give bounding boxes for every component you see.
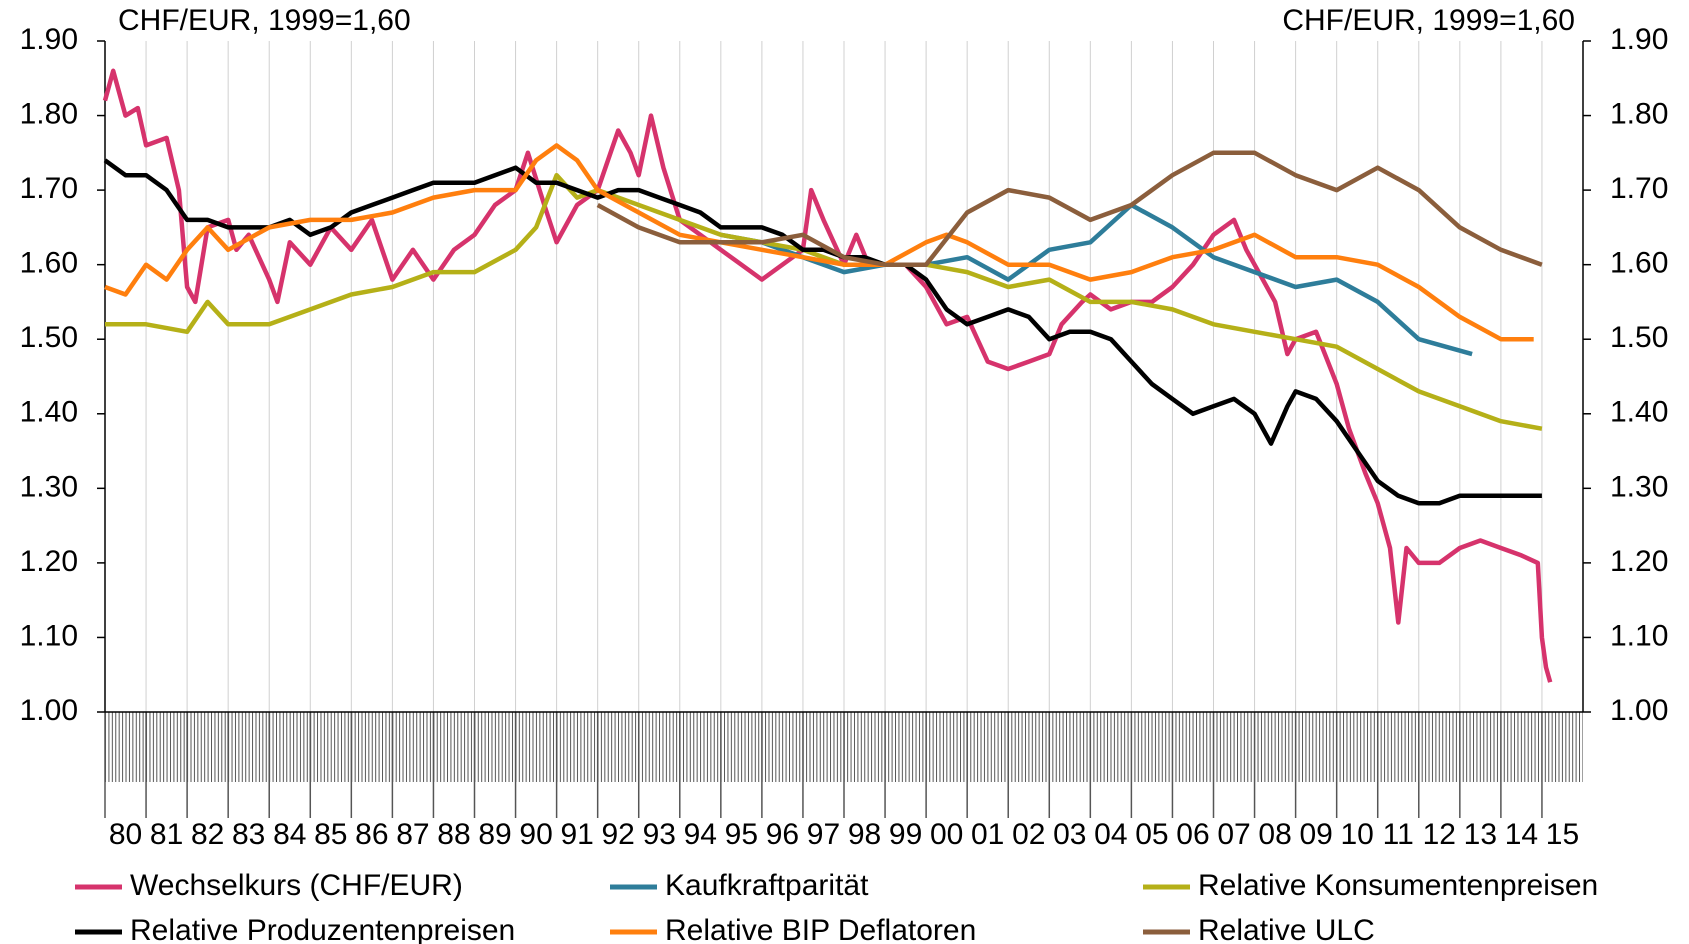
y-tick-label: 1.40 bbox=[20, 396, 78, 429]
y-tick-label: 1.70 bbox=[20, 172, 78, 205]
x-tick-label: 88 bbox=[437, 818, 470, 851]
y2-tick-label: 1.10 bbox=[1610, 619, 1668, 652]
x-tick-label: 13 bbox=[1464, 818, 1497, 851]
y2-tick-label: 1.50 bbox=[1610, 321, 1668, 354]
x-tick-label: 14 bbox=[1505, 818, 1538, 851]
y-tick-label: 1.60 bbox=[20, 247, 78, 280]
y-tick-label: 1.10 bbox=[20, 619, 78, 652]
x-tick-label: 04 bbox=[1094, 818, 1127, 851]
legend-label: Relative BIP Deflatoren bbox=[665, 914, 976, 944]
x-tick-label: 85 bbox=[314, 818, 347, 851]
y2-tick-label: 1.80 bbox=[1610, 97, 1668, 130]
x-tick-label: 91 bbox=[560, 818, 593, 851]
legend-label: Relative Produzentenpreisen bbox=[130, 914, 515, 944]
y-tick-label: 1.90 bbox=[20, 23, 78, 56]
y2-tick-label: 1.60 bbox=[1610, 247, 1668, 280]
x-tick-label: 90 bbox=[519, 818, 552, 851]
y2-tick-label: 1.30 bbox=[1610, 470, 1668, 503]
x-tick-label: 81 bbox=[150, 818, 183, 851]
series-line bbox=[720, 202, 1473, 357]
series-line bbox=[104, 143, 1534, 342]
x-tick-label: 80 bbox=[109, 818, 142, 851]
x-tick-label: 05 bbox=[1135, 818, 1168, 851]
x-tick-label: 96 bbox=[766, 818, 799, 851]
y2-tick-label: 1.20 bbox=[1610, 545, 1668, 578]
x-tick-label: 87 bbox=[396, 818, 429, 851]
x-tick-label: 82 bbox=[191, 818, 224, 851]
x-tick-label: 94 bbox=[684, 818, 717, 851]
legend-label: Relative ULC bbox=[1198, 914, 1375, 944]
series-line bbox=[105, 172, 1543, 431]
y2-tick-label: 1.00 bbox=[1610, 694, 1668, 727]
x-tick-label: 84 bbox=[273, 818, 306, 851]
y2-axis-title: CHF/EUR, 1999=1,60 bbox=[1282, 4, 1575, 37]
y-tick-label: 1.00 bbox=[20, 694, 78, 727]
x-tick-label: 98 bbox=[848, 818, 881, 851]
x-tick-label: 06 bbox=[1176, 818, 1209, 851]
y-axis-title: CHF/EUR, 1999=1,60 bbox=[118, 4, 411, 37]
series-line bbox=[102, 68, 1553, 683]
x-tick-label: 92 bbox=[602, 818, 635, 851]
x-tick-label: 97 bbox=[807, 818, 840, 851]
x-tick-label: 89 bbox=[478, 818, 511, 851]
legend-label: Relative Konsumentenpreisen bbox=[1198, 869, 1598, 902]
x-tick-label: 86 bbox=[355, 818, 388, 851]
x-tick-label: 93 bbox=[643, 818, 676, 851]
x-tick-label: 03 bbox=[1053, 818, 1086, 851]
x-tick-label: 11 bbox=[1383, 818, 1414, 851]
y2-tick-label: 1.40 bbox=[1610, 396, 1668, 429]
y2-tick-label: 1.90 bbox=[1610, 23, 1668, 56]
y2-tick-label: 1.70 bbox=[1610, 172, 1668, 205]
x-tick-label: 83 bbox=[232, 818, 265, 851]
x-tick-label: 12 bbox=[1423, 818, 1456, 851]
x-tick-label: 00 bbox=[930, 818, 963, 851]
y-tick-label: 1.30 bbox=[20, 470, 78, 503]
x-tick-label: 02 bbox=[1012, 818, 1045, 851]
x-tick-label: 08 bbox=[1258, 818, 1291, 851]
x-tick-label: 10 bbox=[1341, 818, 1374, 851]
legend-label: Wechselkurs (CHF/EUR) bbox=[130, 869, 463, 902]
x-tick-label: 07 bbox=[1217, 818, 1250, 851]
series-line bbox=[596, 150, 1543, 267]
x-tick-label: 15 bbox=[1546, 818, 1579, 851]
legend-label: Kaufkraftparität bbox=[665, 869, 869, 902]
x-tick-label: 99 bbox=[889, 818, 922, 851]
y-tick-label: 1.50 bbox=[20, 321, 78, 354]
x-tick-label: 09 bbox=[1299, 818, 1332, 851]
series-line bbox=[103, 158, 1542, 506]
y-tick-label: 1.20 bbox=[20, 545, 78, 578]
x-tick-label: 95 bbox=[725, 818, 758, 851]
x-tick-label: 01 bbox=[971, 818, 1004, 851]
y-tick-label: 1.80 bbox=[20, 97, 78, 130]
